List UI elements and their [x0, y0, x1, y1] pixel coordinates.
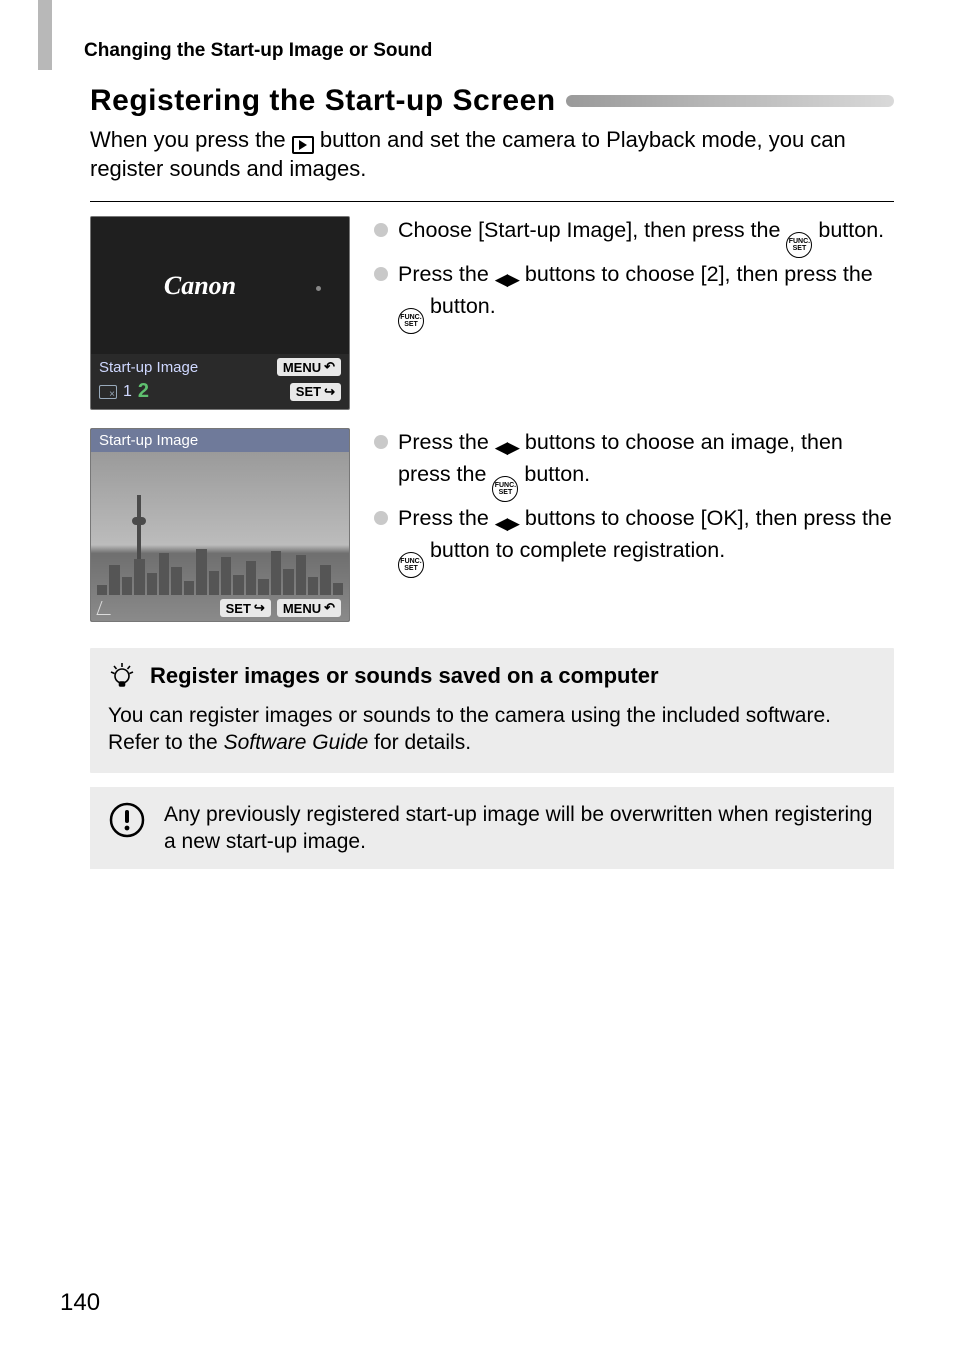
return-arrow-icon: ↶ [324, 600, 335, 616]
bullet-icon [374, 435, 388, 449]
step: Choose [Start-up Image], then press the … [374, 216, 894, 258]
menu-badge: MENU↶ [277, 358, 341, 376]
bullet-icon [374, 511, 388, 525]
step-row-1: Canon Start-up Image MENU↶ 1 2 SET↪ [90, 216, 894, 410]
building-icon [196, 549, 206, 595]
warning-box: Any previously registered start-up image… [90, 787, 894, 870]
link-icon: ↪ [254, 600, 265, 616]
building-icon [283, 569, 293, 595]
camera-screenshot-2: Start-up Image SET↪ MENU↶ [90, 428, 350, 622]
scr2-body: SET↪ MENU↶ [91, 452, 349, 621]
return-arrow-icon: ↶ [324, 359, 335, 375]
option-1: 1 [123, 383, 132, 401]
bullet-icon [374, 223, 388, 237]
building-icon [320, 565, 330, 595]
building-icon [109, 565, 119, 595]
func-set-icon: FUNC.SET [492, 476, 518, 502]
func-set-icon: FUNC.SET [786, 232, 812, 258]
tip-header: Register images or sounds saved on a com… [108, 662, 876, 690]
scr1-canvas: Canon [91, 217, 349, 354]
building-icon [221, 557, 231, 595]
heading-bar [566, 95, 894, 107]
corner-icon [96, 601, 115, 615]
left-right-arrows-icon [495, 513, 519, 536]
tip-box: Register images or sounds saved on a com… [90, 648, 894, 773]
step-text: Press the buttons to choose [2], then pr… [398, 260, 894, 334]
bullet-icon [374, 267, 388, 281]
menu-badge: MENU↶ [277, 599, 341, 617]
section-heading: Registering the Start-up Screen [90, 84, 556, 118]
func-set-icon: FUNC.SET [398, 308, 424, 334]
step: Press the buttons to choose an image, th… [374, 428, 894, 502]
page: Changing the Start-up Image or Sound Reg… [0, 0, 954, 1345]
scr1-footer: Start-up Image MENU↶ 1 2 SET↪ [91, 354, 349, 409]
step-row-2: Start-up Image SET↪ MENU↶ Press the butt… [90, 428, 894, 622]
lightbulb-icon [108, 662, 136, 690]
divider [90, 201, 894, 202]
playback-button-icon [292, 136, 314, 154]
step: Press the buttons to choose [2], then pr… [374, 260, 894, 334]
breadcrumb: Changing the Start-up Image or Sound [84, 40, 894, 62]
warning-text: Any previously registered start-up image… [164, 801, 876, 856]
steps-2: Press the buttons to choose an image, th… [374, 428, 894, 622]
set-badge: SET↪ [220, 599, 271, 617]
building-icon [97, 585, 107, 595]
section-tab [38, 0, 52, 70]
page-number: 140 [60, 1289, 100, 1317]
intro-text: When you press the button and set the ca… [90, 126, 894, 183]
building-icon [333, 583, 343, 595]
option-2: 2 [138, 380, 149, 403]
tip-title: Register images or sounds saved on a com… [150, 663, 659, 689]
step-text: Choose [Start-up Image], then press the … [398, 216, 884, 258]
scr2-header: Start-up Image [91, 429, 349, 452]
step-text: Press the buttons to choose an image, th… [398, 428, 894, 502]
building-icon [134, 559, 144, 595]
dot-icon [316, 286, 321, 291]
building-icon [308, 577, 318, 595]
heading-row: Registering the Start-up Screen [90, 84, 894, 118]
left-right-arrows-icon [495, 437, 519, 460]
steps-1: Choose [Start-up Image], then press the … [374, 216, 894, 410]
building-icon [159, 553, 169, 595]
scr2-footer: SET↪ MENU↶ [220, 599, 341, 617]
building-icon [296, 555, 306, 595]
camera-screenshot-1: Canon Start-up Image MENU↶ 1 2 SET↪ [90, 216, 350, 410]
step-text: Press the buttons to choose [OK], then p… [398, 504, 894, 578]
building-icon [147, 573, 157, 595]
link-icon: ↪ [324, 384, 335, 400]
canon-logo: Canon [164, 271, 236, 301]
no-image-icon [99, 385, 117, 399]
building-icon [233, 575, 243, 595]
startup-image-label: Start-up Image [99, 359, 198, 376]
building-icon [184, 581, 194, 595]
caution-icon [108, 801, 146, 839]
building-icon [246, 561, 256, 595]
building-icon [171, 567, 181, 595]
building-icon [271, 551, 281, 595]
building-icon [209, 571, 219, 595]
skyline [91, 549, 349, 595]
set-badge: SET↪ [290, 383, 341, 401]
intro-a: When you press the [90, 127, 292, 152]
step: Press the buttons to choose [OK], then p… [374, 504, 894, 578]
option-row: 1 2 [99, 380, 149, 403]
building-icon [258, 579, 268, 595]
building-icon [122, 577, 132, 595]
software-guide-ref: Software Guide [224, 731, 369, 754]
func-set-icon: FUNC.SET [398, 552, 424, 578]
left-right-arrows-icon [495, 269, 519, 292]
tip-body: You can register images or sounds to the… [108, 702, 876, 757]
